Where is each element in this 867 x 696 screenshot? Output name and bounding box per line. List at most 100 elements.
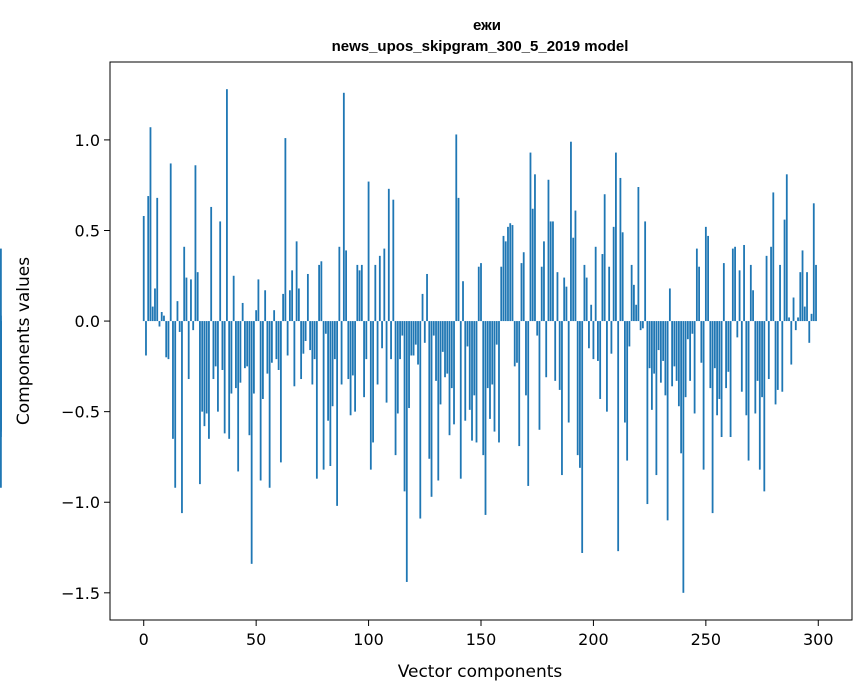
chart-title: ежи	[473, 17, 501, 34]
bar-294	[803, 306, 806, 322]
bar-238	[677, 321, 680, 407]
bar-254	[713, 321, 716, 369]
bar-34	[219, 221, 222, 322]
bar-83	[329, 321, 332, 467]
bar-122	[417, 321, 419, 365]
bar-166	[516, 321, 518, 363]
bar-147	[473, 321, 476, 396]
bar-79	[320, 261, 323, 322]
bar-125	[423, 321, 426, 343]
bar-175	[536, 321, 539, 336]
bar-165	[513, 321, 516, 367]
bar-186	[561, 321, 563, 476]
bar-180	[547, 179, 550, 322]
bar-58	[273, 310, 276, 322]
bar-196	[583, 264, 586, 322]
bar-202	[597, 321, 599, 361]
bar-267	[743, 244, 745, 322]
bar-128	[430, 321, 433, 497]
y-tick-label: 0.0	[75, 312, 100, 331]
bar-95	[356, 264, 359, 322]
bar-209	[612, 226, 615, 322]
bar-47	[248, 321, 251, 436]
bar-265	[738, 270, 741, 322]
x-tick-label: 50	[246, 630, 266, 649]
bar-45	[244, 321, 246, 369]
bar-65	[288, 290, 291, 322]
y-tick-label: −1.0	[61, 493, 100, 512]
bar-171	[527, 321, 530, 486]
bar-220	[637, 187, 640, 322]
bar-42	[237, 321, 240, 472]
bar-113	[396, 321, 399, 414]
y-tick-label: 0.5	[75, 221, 100, 240]
bar-181	[549, 221, 552, 322]
bar-195	[581, 321, 584, 553]
bar-41	[235, 321, 237, 389]
bar-259	[725, 321, 727, 389]
bar-99	[365, 321, 368, 360]
bar-214	[624, 321, 626, 423]
bar-298	[812, 203, 815, 322]
bar-278	[767, 321, 770, 380]
bar-275	[761, 321, 763, 398]
bar-264	[736, 321, 739, 338]
bar-90	[345, 250, 347, 322]
bar-115	[401, 321, 404, 336]
x-tick-label: 100	[353, 630, 384, 649]
bar-114	[399, 321, 401, 360]
bar-33	[217, 321, 219, 412]
bar-145	[468, 321, 471, 410]
bar-84	[331, 321, 334, 407]
bar-0	[142, 215, 145, 322]
bar-132	[439, 321, 442, 405]
bar-206	[606, 321, 608, 412]
bar-57	[270, 321, 273, 363]
bar-76	[313, 321, 316, 360]
bar-18	[183, 246, 186, 322]
bar-97	[360, 264, 363, 322]
bar-210	[615, 152, 617, 322]
bar-178	[543, 241, 545, 322]
bar-249	[702, 321, 705, 470]
bar-78	[318, 264, 321, 322]
bar-44	[241, 302, 244, 322]
bar-67	[293, 321, 296, 387]
bar-112	[394, 321, 397, 456]
bar-288	[790, 321, 793, 365]
bar-289	[792, 297, 795, 322]
bar-200	[592, 321, 595, 360]
bar-48	[250, 321, 253, 564]
bar-148	[475, 321, 478, 443]
bar-111	[392, 199, 395, 322]
bar-3	[149, 127, 152, 322]
bar-274	[758, 321, 761, 470]
bar-127	[428, 321, 431, 459]
bar-263	[734, 246, 736, 322]
bar-52	[259, 321, 262, 481]
bar-26	[201, 321, 204, 412]
bar-146	[471, 321, 473, 441]
bar-135	[446, 321, 449, 374]
bar-227	[653, 321, 656, 374]
bar-245	[693, 321, 696, 414]
bar-11	[167, 321, 170, 360]
bars-group	[0, 89, 817, 593]
bar-236	[673, 321, 676, 367]
bar-287	[788, 317, 790, 322]
bar-15	[176, 301, 179, 322]
bar-272	[754, 321, 757, 414]
bar-204	[601, 254, 604, 322]
bar-100	[367, 181, 370, 322]
bar-234	[668, 288, 671, 322]
bar-230	[659, 321, 662, 383]
bar-240	[682, 321, 685, 593]
bar-203	[599, 321, 602, 399]
bar-223	[644, 221, 647, 322]
bar-77	[315, 321, 318, 479]
bar-276	[763, 321, 766, 492]
bar-176	[538, 321, 541, 430]
bar-123	[419, 321, 422, 519]
bar-139	[455, 134, 458, 322]
